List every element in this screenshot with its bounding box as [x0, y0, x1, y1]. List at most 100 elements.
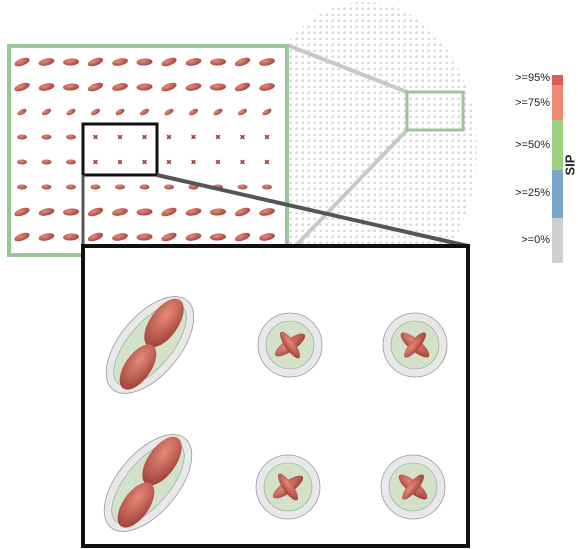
glyph [63, 233, 79, 241]
glyph [404, 332, 426, 358]
glyph [112, 83, 128, 91]
glyph [279, 331, 301, 359]
sub-roi-box [81, 122, 159, 177]
glyph [161, 57, 177, 67]
glyph [142, 436, 182, 486]
glyph [41, 108, 52, 116]
glyph [237, 108, 248, 116]
glyph [215, 159, 221, 165]
glyph [234, 232, 251, 242]
glyph [264, 159, 270, 165]
colorbar: >=95% >=75% >=50% >=25% >=0% SIP [515, 72, 577, 263]
glyph [66, 108, 76, 116]
glyph [210, 208, 226, 216]
glyph [142, 159, 147, 165]
glyph [185, 58, 202, 66]
glyph [144, 298, 184, 348]
glyph [66, 134, 76, 140]
zoom-line [286, 43, 408, 94]
glyph [93, 159, 98, 165]
detail-glyphs [103, 296, 448, 532]
glyph [63, 58, 79, 66]
glyph [259, 208, 275, 216]
glyph [185, 233, 202, 241]
glyph [161, 82, 177, 92]
glyph [259, 58, 275, 66]
glyph [17, 184, 27, 190]
colorbar-label: >=0% [521, 234, 550, 246]
glyph [240, 134, 245, 140]
colorbar-label: >=50% [515, 139, 550, 151]
glyph [402, 474, 424, 500]
glyph [262, 108, 272, 116]
glyph [136, 208, 153, 216]
glyph [112, 208, 128, 216]
glyph [117, 134, 123, 140]
glyph [115, 108, 125, 116]
zoom-line [285, 128, 409, 257]
glyph [66, 159, 76, 165]
glyph [142, 134, 147, 140]
glyph [234, 57, 251, 67]
glyph [38, 83, 55, 91]
glyph [264, 134, 270, 140]
glyph [191, 159, 196, 165]
glyph [17, 108, 27, 116]
glyph [17, 159, 27, 165]
glyph [90, 184, 101, 190]
glyph [87, 82, 104, 92]
glyph [14, 57, 30, 67]
glyph [237, 184, 248, 190]
glyph [87, 232, 104, 242]
glyph [117, 159, 123, 165]
glyph [112, 58, 128, 66]
glyph [139, 108, 150, 116]
glyph [185, 83, 202, 91]
glyph-grid [14, 57, 275, 242]
glyph [164, 184, 174, 190]
brain-field [253, 2, 477, 298]
glyph [136, 233, 153, 241]
glyph [41, 159, 52, 165]
glyph [185, 208, 202, 216]
colorbar-label: >=95% [515, 72, 550, 84]
glyph [14, 232, 30, 242]
glyph [188, 108, 199, 116]
colorbar-title: SIP [562, 154, 577, 175]
glyph [17, 134, 27, 140]
zoom-line [156, 173, 469, 248]
glyph [112, 233, 128, 241]
glyph [164, 108, 174, 116]
glyph [87, 207, 104, 217]
glyph [161, 232, 177, 242]
glyph [191, 134, 196, 140]
glyph [38, 208, 55, 216]
glyph [166, 134, 172, 140]
glyph [93, 134, 98, 140]
glyph [277, 473, 299, 501]
glyph [63, 83, 79, 91]
glyph [259, 83, 275, 91]
glyph [63, 208, 79, 216]
roi-box [405, 90, 465, 132]
glyph [136, 83, 153, 91]
glyph [210, 58, 226, 66]
glyph [14, 207, 30, 217]
glyph [90, 108, 101, 116]
colorbar-label: >=25% [515, 187, 550, 199]
glyph [234, 82, 251, 92]
glyph [117, 482, 155, 528]
glyph [14, 82, 30, 92]
zoom-panel [7, 44, 289, 257]
glyph [240, 159, 245, 165]
glyph [161, 207, 177, 217]
glyph [87, 57, 104, 67]
glyph [210, 83, 226, 91]
glyph [166, 159, 172, 165]
glyph [234, 207, 251, 217]
glyph [210, 233, 226, 241]
glyph [119, 344, 157, 390]
glyph [38, 58, 55, 66]
colorbar-label: >=75% [515, 97, 550, 109]
